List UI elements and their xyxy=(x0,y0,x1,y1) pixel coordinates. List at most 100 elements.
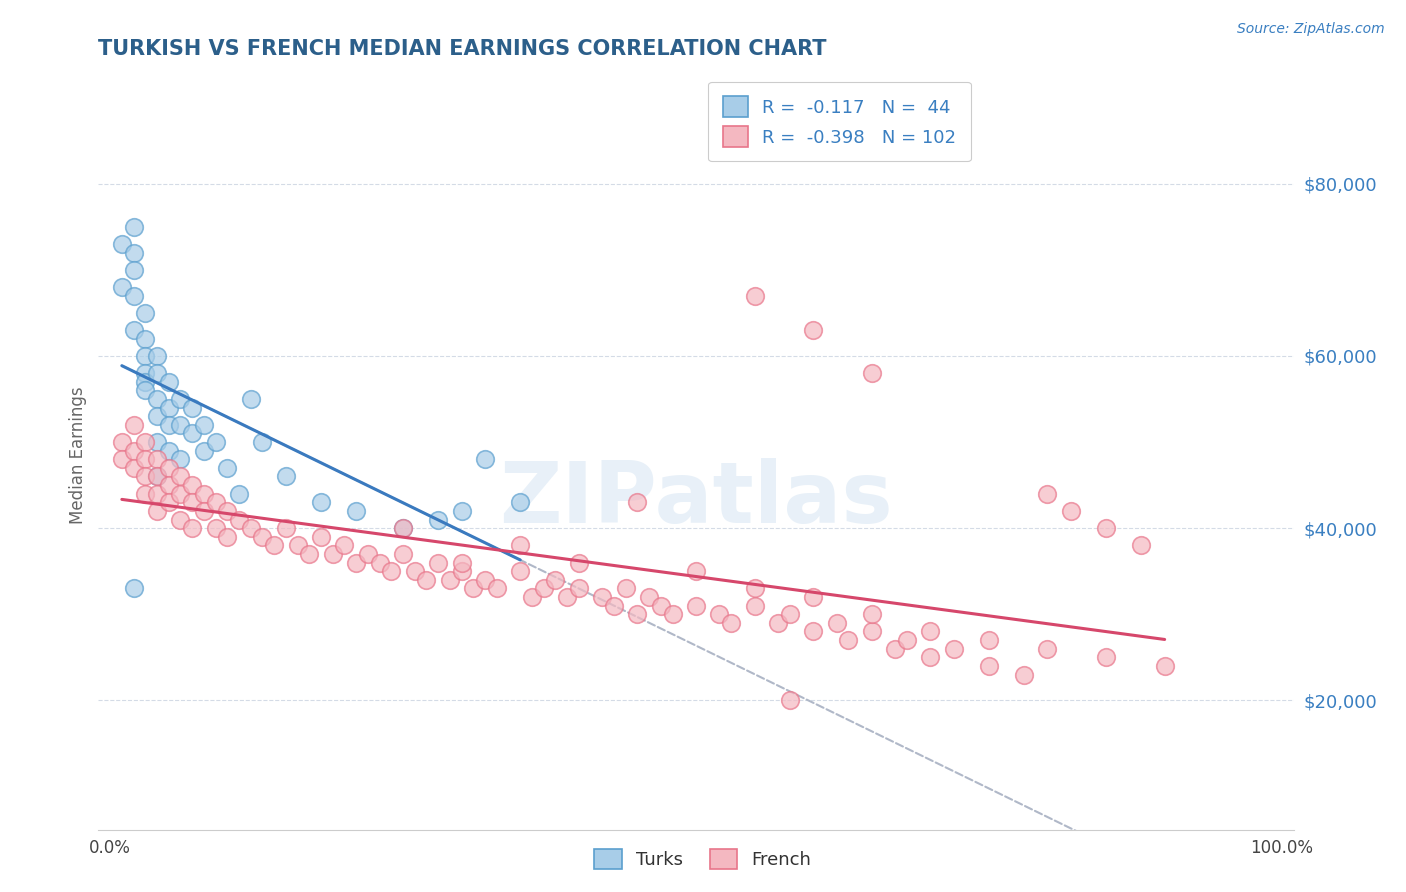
Point xyxy=(146,469,169,483)
Point xyxy=(146,469,169,483)
Point xyxy=(709,607,731,622)
Point xyxy=(661,607,683,622)
Point xyxy=(157,478,180,492)
Point xyxy=(344,504,367,518)
Point xyxy=(181,426,204,441)
Point xyxy=(157,375,180,389)
Point xyxy=(157,495,180,509)
Point xyxy=(920,624,942,639)
Point xyxy=(157,401,180,415)
Point xyxy=(204,435,226,450)
Point xyxy=(368,556,391,570)
Point xyxy=(217,504,239,518)
Point xyxy=(896,633,918,648)
Point xyxy=(122,219,145,234)
Point xyxy=(1095,521,1118,535)
Point xyxy=(591,590,613,604)
Point xyxy=(122,582,145,596)
Point xyxy=(650,599,672,613)
Point xyxy=(122,288,145,302)
Point xyxy=(111,236,134,251)
Point xyxy=(122,262,145,277)
Point xyxy=(333,538,356,552)
Point xyxy=(404,564,426,578)
Point xyxy=(309,495,332,509)
Point xyxy=(614,582,637,596)
Point xyxy=(779,693,801,707)
Point xyxy=(146,409,169,424)
Point xyxy=(1012,667,1035,681)
Point xyxy=(239,521,262,535)
Point xyxy=(122,323,145,337)
Point xyxy=(1036,641,1059,656)
Point xyxy=(380,564,402,578)
Point xyxy=(193,486,215,500)
Point xyxy=(555,590,578,604)
Point xyxy=(134,332,156,346)
Point xyxy=(450,504,472,518)
Point xyxy=(157,460,180,475)
Point xyxy=(309,530,332,544)
Point xyxy=(228,486,250,500)
Point xyxy=(252,530,274,544)
Point xyxy=(111,280,134,294)
Point xyxy=(134,366,156,380)
Point xyxy=(685,564,707,578)
Point xyxy=(134,349,156,363)
Point xyxy=(568,582,591,596)
Point xyxy=(217,530,239,544)
Point xyxy=(204,521,226,535)
Point xyxy=(263,538,285,552)
Point xyxy=(450,564,472,578)
Point xyxy=(169,469,191,483)
Point xyxy=(239,392,262,406)
Point xyxy=(439,573,461,587)
Point xyxy=(427,556,450,570)
Point xyxy=(146,349,169,363)
Point xyxy=(1130,538,1153,552)
Point xyxy=(392,547,415,561)
Point xyxy=(392,521,415,535)
Point xyxy=(157,417,180,432)
Point xyxy=(169,392,191,406)
Point xyxy=(825,615,848,630)
Point xyxy=(837,633,859,648)
Point xyxy=(122,245,145,260)
Point xyxy=(344,556,367,570)
Point xyxy=(801,323,824,337)
Point xyxy=(193,417,215,432)
Point xyxy=(860,607,883,622)
Point xyxy=(134,306,156,320)
Point xyxy=(485,582,508,596)
Point xyxy=(217,460,239,475)
Point xyxy=(181,495,204,509)
Legend: R =  -0.117   N =  44, R =  -0.398   N = 102: R = -0.117 N = 44, R = -0.398 N = 102 xyxy=(709,82,970,161)
Point xyxy=(169,452,191,467)
Point xyxy=(744,599,766,613)
Point xyxy=(357,547,380,561)
Point xyxy=(533,582,555,596)
Point xyxy=(450,556,472,570)
Point xyxy=(977,633,1000,648)
Point xyxy=(766,615,789,630)
Point xyxy=(146,504,169,518)
Point xyxy=(920,650,942,665)
Point xyxy=(193,443,215,458)
Legend: Turks, French: Turks, French xyxy=(585,839,821,879)
Point xyxy=(134,486,156,500)
Point xyxy=(1060,504,1083,518)
Point xyxy=(509,538,531,552)
Point xyxy=(181,478,204,492)
Point xyxy=(860,624,883,639)
Point xyxy=(193,504,215,518)
Point xyxy=(977,659,1000,673)
Point xyxy=(181,401,204,415)
Point xyxy=(134,375,156,389)
Point xyxy=(298,547,321,561)
Text: TURKISH VS FRENCH MEDIAN EARNINGS CORRELATION CHART: TURKISH VS FRENCH MEDIAN EARNINGS CORREL… xyxy=(98,39,827,59)
Point xyxy=(274,521,297,535)
Point xyxy=(181,521,204,535)
Point xyxy=(322,547,344,561)
Point xyxy=(146,366,169,380)
Point xyxy=(568,556,591,570)
